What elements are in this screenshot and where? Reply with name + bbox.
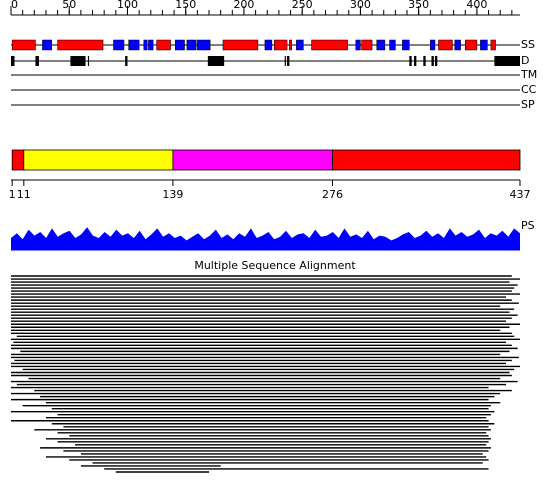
track-segment [273,39,288,51]
track-segment [430,39,436,51]
ruler-label: 250 [292,0,313,11]
track-segment [128,39,140,51]
track-segment [156,39,171,51]
track-segment [289,39,292,51]
ruler-label: 300 [350,0,371,11]
track-label: TM [520,68,537,81]
msa-title: Multiple Sequence Alignment [194,259,356,272]
track-segment [35,56,39,66]
track-segment [42,39,53,51]
track-segment [402,39,410,51]
track-segment [174,39,185,51]
track-segment [361,39,373,51]
track-segment [480,39,488,51]
domain [332,149,521,171]
ruler-label: 400 [466,0,487,11]
ruler-label: 0 [11,0,18,11]
track-segment [284,56,286,66]
domain-label: 276 [322,188,343,201]
track-segment [376,39,386,51]
track-segment [296,39,304,51]
track-segment [197,39,211,51]
track-segment [11,39,36,51]
track-label: CC [521,83,537,96]
domain [23,149,174,171]
track-segment [355,39,361,51]
track-segment [11,56,15,66]
track-segment [494,56,520,66]
track-segment [465,39,478,51]
track-segment [434,56,438,66]
track-segment [423,56,426,66]
track-segment [87,56,90,66]
track-segment [113,39,125,51]
track-segment [148,39,154,51]
track-segment [287,56,290,66]
track-label: D [521,54,529,67]
track-segment [207,56,225,66]
track-segment [414,56,417,66]
track-segment [264,39,273,51]
domain [172,149,333,171]
track-segment [186,39,197,51]
track-segment [389,39,396,51]
ps-area [11,227,520,250]
ruler-label: 200 [233,0,254,11]
track-segment [431,56,434,66]
domain-label: 1 [9,188,16,201]
track-segment [125,56,128,66]
track-segment [222,39,259,51]
track-segment [490,39,496,51]
domain-label: 11 [17,188,31,201]
ruler-label: 100 [117,0,138,11]
track-segment [57,39,104,51]
track-segment [454,39,461,51]
ruler-label: 350 [408,0,429,11]
track-label: SP [521,98,535,111]
domain [11,149,25,171]
ruler-label: 150 [175,0,196,11]
track-segment [438,39,453,51]
track-label: SS [521,38,535,51]
domain-label: 139 [162,188,183,201]
track-segment [70,56,86,66]
track-segment [409,56,412,66]
track-segment [143,39,148,51]
track-segment [311,39,348,51]
ps-label: PS [521,219,535,232]
domain-label: 437 [510,188,531,201]
ruler-label: 50 [62,0,76,11]
